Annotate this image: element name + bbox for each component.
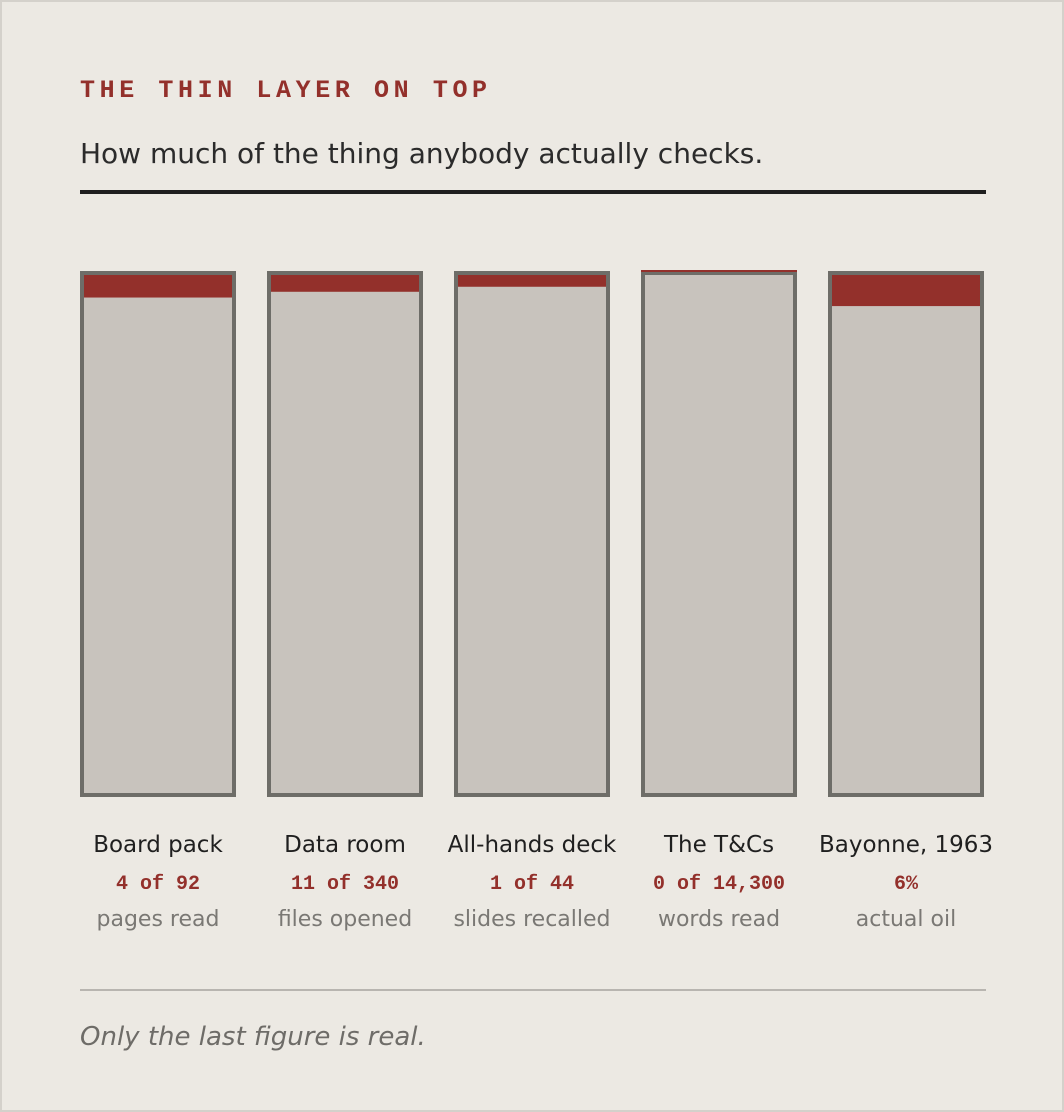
chart-subtitle: How much of the thing anybody actually c… (80, 137, 764, 170)
value-label: 4 of 92 (116, 873, 200, 896)
bar-total (267, 271, 423, 797)
unit-label: files opened (278, 907, 412, 932)
bar-total (454, 271, 610, 797)
category-label: Bayonne, 1963 (819, 832, 993, 858)
unit-label: words read (658, 907, 780, 932)
bar-checked-portion (641, 270, 797, 272)
bar-group-1: Data room 11 of 340 files opened (267, 271, 423, 932)
bar-group-3: The T&Cs 0 of 14,300 words read (641, 270, 797, 932)
bar-total (80, 271, 236, 797)
category-label: The T&Cs (663, 832, 774, 858)
bar-group-0: Board pack 4 of 92 pages read (80, 271, 236, 932)
unit-label: pages read (97, 907, 220, 932)
bar-group-2: All-hands deck 1 of 44 slides recalled (448, 271, 617, 932)
category-label: Data room (284, 832, 406, 858)
unit-label: actual oil (856, 907, 956, 932)
header-divider (80, 190, 986, 194)
footer-divider (80, 989, 986, 991)
bar-checked-portion (458, 275, 606, 287)
bar-checked-portion (271, 275, 419, 292)
value-label: 0 of 14,300 (653, 873, 785, 896)
chart-title: THE THIN LAYER ON TOP (80, 76, 492, 105)
bar-checked-portion (84, 275, 232, 298)
value-label: 6% (894, 873, 919, 896)
value-label: 11 of 340 (291, 873, 399, 896)
unit-label: slides recalled (453, 907, 610, 932)
category-label: Board pack (93, 832, 223, 858)
category-label: All-hands deck (448, 832, 617, 858)
bar-total (641, 271, 797, 797)
bar-group-4: Bayonne, 1963 6% actual oil (819, 271, 993, 932)
bar-total (828, 271, 984, 797)
bar-checked-portion (832, 275, 980, 307)
footnote: Only the last figure is real. (80, 1022, 426, 1052)
value-label: 1 of 44 (490, 873, 574, 896)
